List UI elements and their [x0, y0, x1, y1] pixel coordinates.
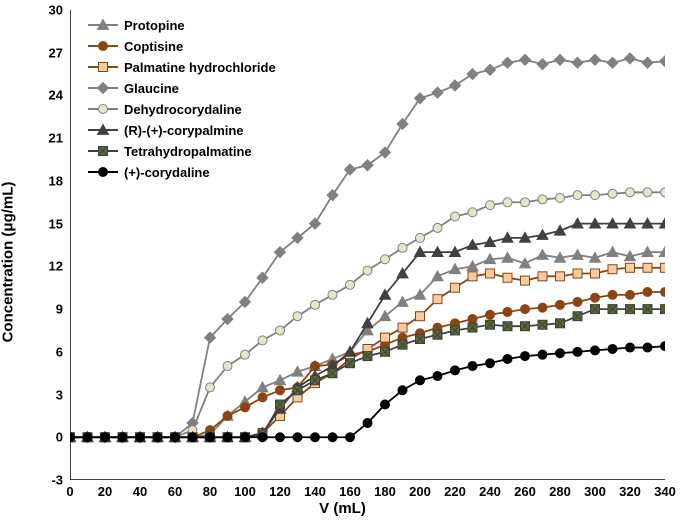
chart-container: Concentration (μg/mL) V (mL) -3036912151… — [0, 0, 685, 523]
legend-marker — [88, 144, 118, 158]
y-tick-label: -3 — [51, 473, 63, 488]
x-tick-label: 100 — [234, 484, 256, 499]
legend-label: Tetrahydropalmatine — [124, 144, 252, 159]
legend-item: (R)-(+)-corypalmine — [88, 121, 276, 139]
y-tick-label: 18 — [49, 173, 63, 188]
legend-item: Glaucine — [88, 79, 276, 97]
legend-marker — [88, 81, 118, 95]
y-tick-label: 21 — [49, 131, 63, 146]
x-tick-label: 280 — [549, 484, 571, 499]
y-tick-label: 9 — [56, 302, 63, 317]
legend-marker — [88, 18, 118, 32]
x-tick-label: 240 — [479, 484, 501, 499]
legend-item: Coptisine — [88, 37, 276, 55]
y-tick-label: 12 — [49, 259, 63, 274]
y-tick-label: 24 — [49, 88, 63, 103]
legend-label: Coptisine — [124, 39, 183, 54]
y-tick-label: 30 — [49, 3, 63, 18]
x-axis-label: V (mL) — [319, 500, 366, 517]
x-tick-label: 160 — [339, 484, 361, 499]
x-tick-label: 80 — [203, 484, 217, 499]
x-tick-label: 120 — [269, 484, 291, 499]
x-tick-label: 140 — [304, 484, 326, 499]
x-tick-label: 220 — [444, 484, 466, 499]
x-tick-label: 260 — [514, 484, 536, 499]
legend-label: Protopine — [124, 18, 185, 33]
x-tick-label: 340 — [654, 484, 676, 499]
x-tick-label: 0 — [66, 484, 73, 499]
x-tick-label: 200 — [409, 484, 431, 499]
legend: Protopine Coptisine Palmatine hydrochlorid… — [88, 16, 276, 184]
y-tick-label: 0 — [56, 430, 63, 445]
y-axis-label: Concentration (μg/mL) — [0, 181, 17, 342]
y-tick-label: 6 — [56, 344, 63, 359]
legend-item: Dehydrocorydaline — [88, 100, 276, 118]
x-tick-label: 180 — [374, 484, 396, 499]
legend-item: Palmatine hydrochloride — [88, 58, 276, 76]
legend-label: Dehydrocorydaline — [124, 102, 242, 117]
y-tick-label: 27 — [49, 45, 63, 60]
legend-label: (R)-(+)-corypalmine — [124, 123, 244, 138]
x-tick-label: 20 — [98, 484, 112, 499]
legend-marker — [88, 123, 118, 137]
legend-marker — [88, 60, 118, 74]
legend-item: Tetrahydropalmatine — [88, 142, 276, 160]
legend-marker — [88, 39, 118, 53]
y-tick-label: 3 — [56, 387, 63, 402]
legend-label: (+)-corydaline — [124, 165, 210, 180]
y-tick-label: 15 — [49, 216, 63, 231]
x-tick-label: 40 — [133, 484, 147, 499]
legend-label: Glaucine — [124, 81, 179, 96]
legend-item: (+)-corydaline — [88, 163, 276, 181]
x-tick-label: 60 — [168, 484, 182, 499]
x-tick-label: 320 — [619, 484, 641, 499]
legend-marker — [88, 165, 118, 179]
legend-item: Protopine — [88, 16, 276, 34]
x-tick-label: 300 — [584, 484, 606, 499]
legend-label: Palmatine hydrochloride — [124, 60, 276, 75]
legend-marker — [88, 102, 118, 116]
